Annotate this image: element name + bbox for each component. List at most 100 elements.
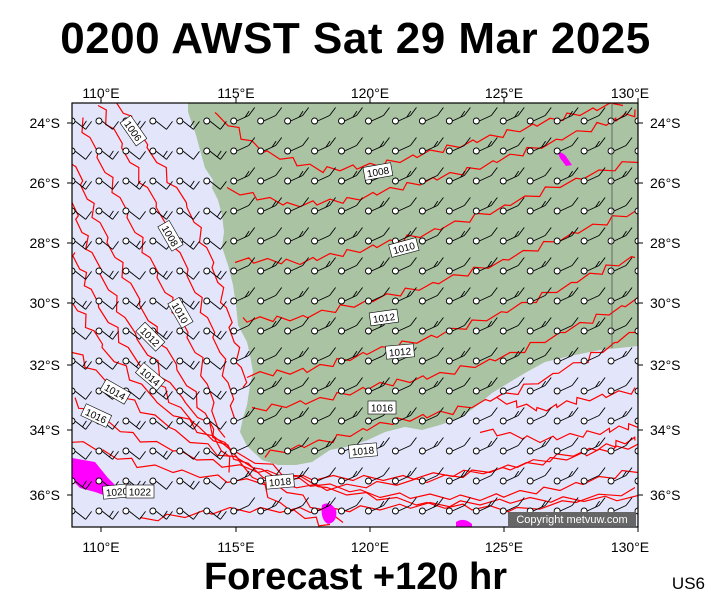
wind-barb: [634, 117, 638, 125]
wind-barb: [176, 477, 200, 490]
wind-barb: [149, 147, 173, 160]
wind-barb: [607, 107, 633, 125]
wind-barb: [257, 197, 283, 215]
lon-label-bottom: 110°E: [82, 539, 119, 555]
wind-barb: [284, 107, 310, 125]
wind-barb: [230, 257, 256, 275]
wind-barb: [257, 407, 283, 425]
wind-barb: [365, 257, 390, 275]
wind-barb: [607, 287, 633, 305]
wind-barb: [499, 347, 525, 365]
wind-barb: [311, 107, 336, 125]
wind-barb: [418, 347, 444, 365]
wind-barb: [338, 377, 363, 395]
wind-barb: [472, 377, 498, 395]
wind-barb: [580, 317, 606, 335]
wind-barb: [122, 297, 146, 310]
wind-barb: [338, 317, 363, 335]
wind-barb: [338, 227, 363, 245]
wind-barb: [95, 207, 119, 220]
wind-barb: [203, 237, 227, 250]
wind-barb: [95, 507, 119, 520]
wind-barb: [634, 387, 638, 395]
wind-barb: [607, 167, 633, 185]
wind-barb: [391, 137, 417, 155]
wind-barb: [418, 227, 444, 245]
lat-label-left: 36°S: [29, 487, 60, 503]
wind-barb: [472, 287, 498, 305]
wind-barb: [553, 437, 579, 455]
wind-barb: [95, 357, 119, 370]
wind-barb: [365, 137, 390, 155]
isobar-line: [242, 208, 638, 323]
wind-barb: [176, 147, 200, 160]
isobar-line: [496, 387, 636, 412]
lat-label-right: 26°S: [650, 175, 681, 191]
wind-barb: [72, 357, 93, 370]
wind-barb: [634, 477, 638, 485]
map-frame: [71, 102, 639, 528]
wind-barb: [95, 447, 119, 460]
wind-barb: [257, 317, 283, 335]
wind-barb: [607, 317, 633, 335]
lon-label-bottom: 120°E: [351, 539, 389, 555]
wind-barb: [122, 417, 146, 430]
wind-barb: [338, 287, 363, 305]
wind-barb: [338, 107, 363, 125]
svg-text:1012: 1012: [389, 347, 413, 360]
wind-barb: [499, 407, 525, 425]
wind-barb: [284, 197, 310, 215]
isobar-label: 1018: [348, 442, 378, 459]
wind-barb: [526, 347, 552, 365]
wind-barb: [445, 377, 471, 395]
wind-barb: [391, 257, 417, 275]
wind-barb: [365, 227, 390, 245]
wind-barb: [499, 137, 525, 155]
wind-barb: [338, 257, 363, 275]
wind-barb: [472, 437, 498, 455]
wind-barb: [418, 257, 444, 275]
wind-barb: [284, 137, 310, 155]
wind-barb: [149, 417, 173, 430]
wind-barb: [365, 107, 390, 125]
wind-barb: [391, 407, 417, 425]
wind-barb: [72, 387, 93, 400]
wind-barb: [311, 347, 336, 365]
wind-barb: [72, 417, 93, 430]
wind-barb: [607, 227, 633, 245]
map-title: 0200 AWST Sat 29 Mar 2025: [60, 14, 651, 63]
wind-barb: [472, 347, 498, 365]
wind-barb: [365, 377, 390, 395]
wind-barb: [203, 177, 227, 190]
wind-barb: [445, 167, 471, 185]
wind-barb: [284, 407, 310, 425]
svg-text:1022: 1022: [129, 488, 152, 499]
isobar-label: 1012: [385, 343, 415, 360]
wind-barb: [391, 107, 417, 125]
wind-barb: [634, 447, 638, 455]
isobar-line: [246, 256, 636, 379]
wind-barb: [580, 407, 606, 425]
svg-text:1012: 1012: [372, 312, 396, 326]
lat-label-right: 28°S: [650, 235, 681, 251]
wind-barb: [284, 227, 310, 245]
wind-barb: [634, 207, 638, 215]
wind-barb: [580, 197, 606, 215]
wind-barb: [338, 467, 363, 485]
wind-barb: [176, 327, 200, 340]
wind-barb: [391, 317, 417, 335]
wind-barb: [230, 167, 256, 185]
wind-barb: [230, 407, 256, 425]
wind-barb: [176, 117, 200, 130]
wind-barb: [149, 117, 173, 130]
wind-barb: [311, 497, 336, 515]
isobar-line: [72, 202, 331, 527]
wind-barb: [499, 107, 525, 125]
wind-barb: [72, 507, 93, 520]
isobar-line: [97, 104, 237, 423]
wind-barb: [203, 387, 227, 400]
wind-barb: [607, 377, 633, 395]
wind-barb: [526, 107, 552, 125]
wind-barb: [526, 227, 552, 245]
wind-barb: [553, 287, 579, 305]
